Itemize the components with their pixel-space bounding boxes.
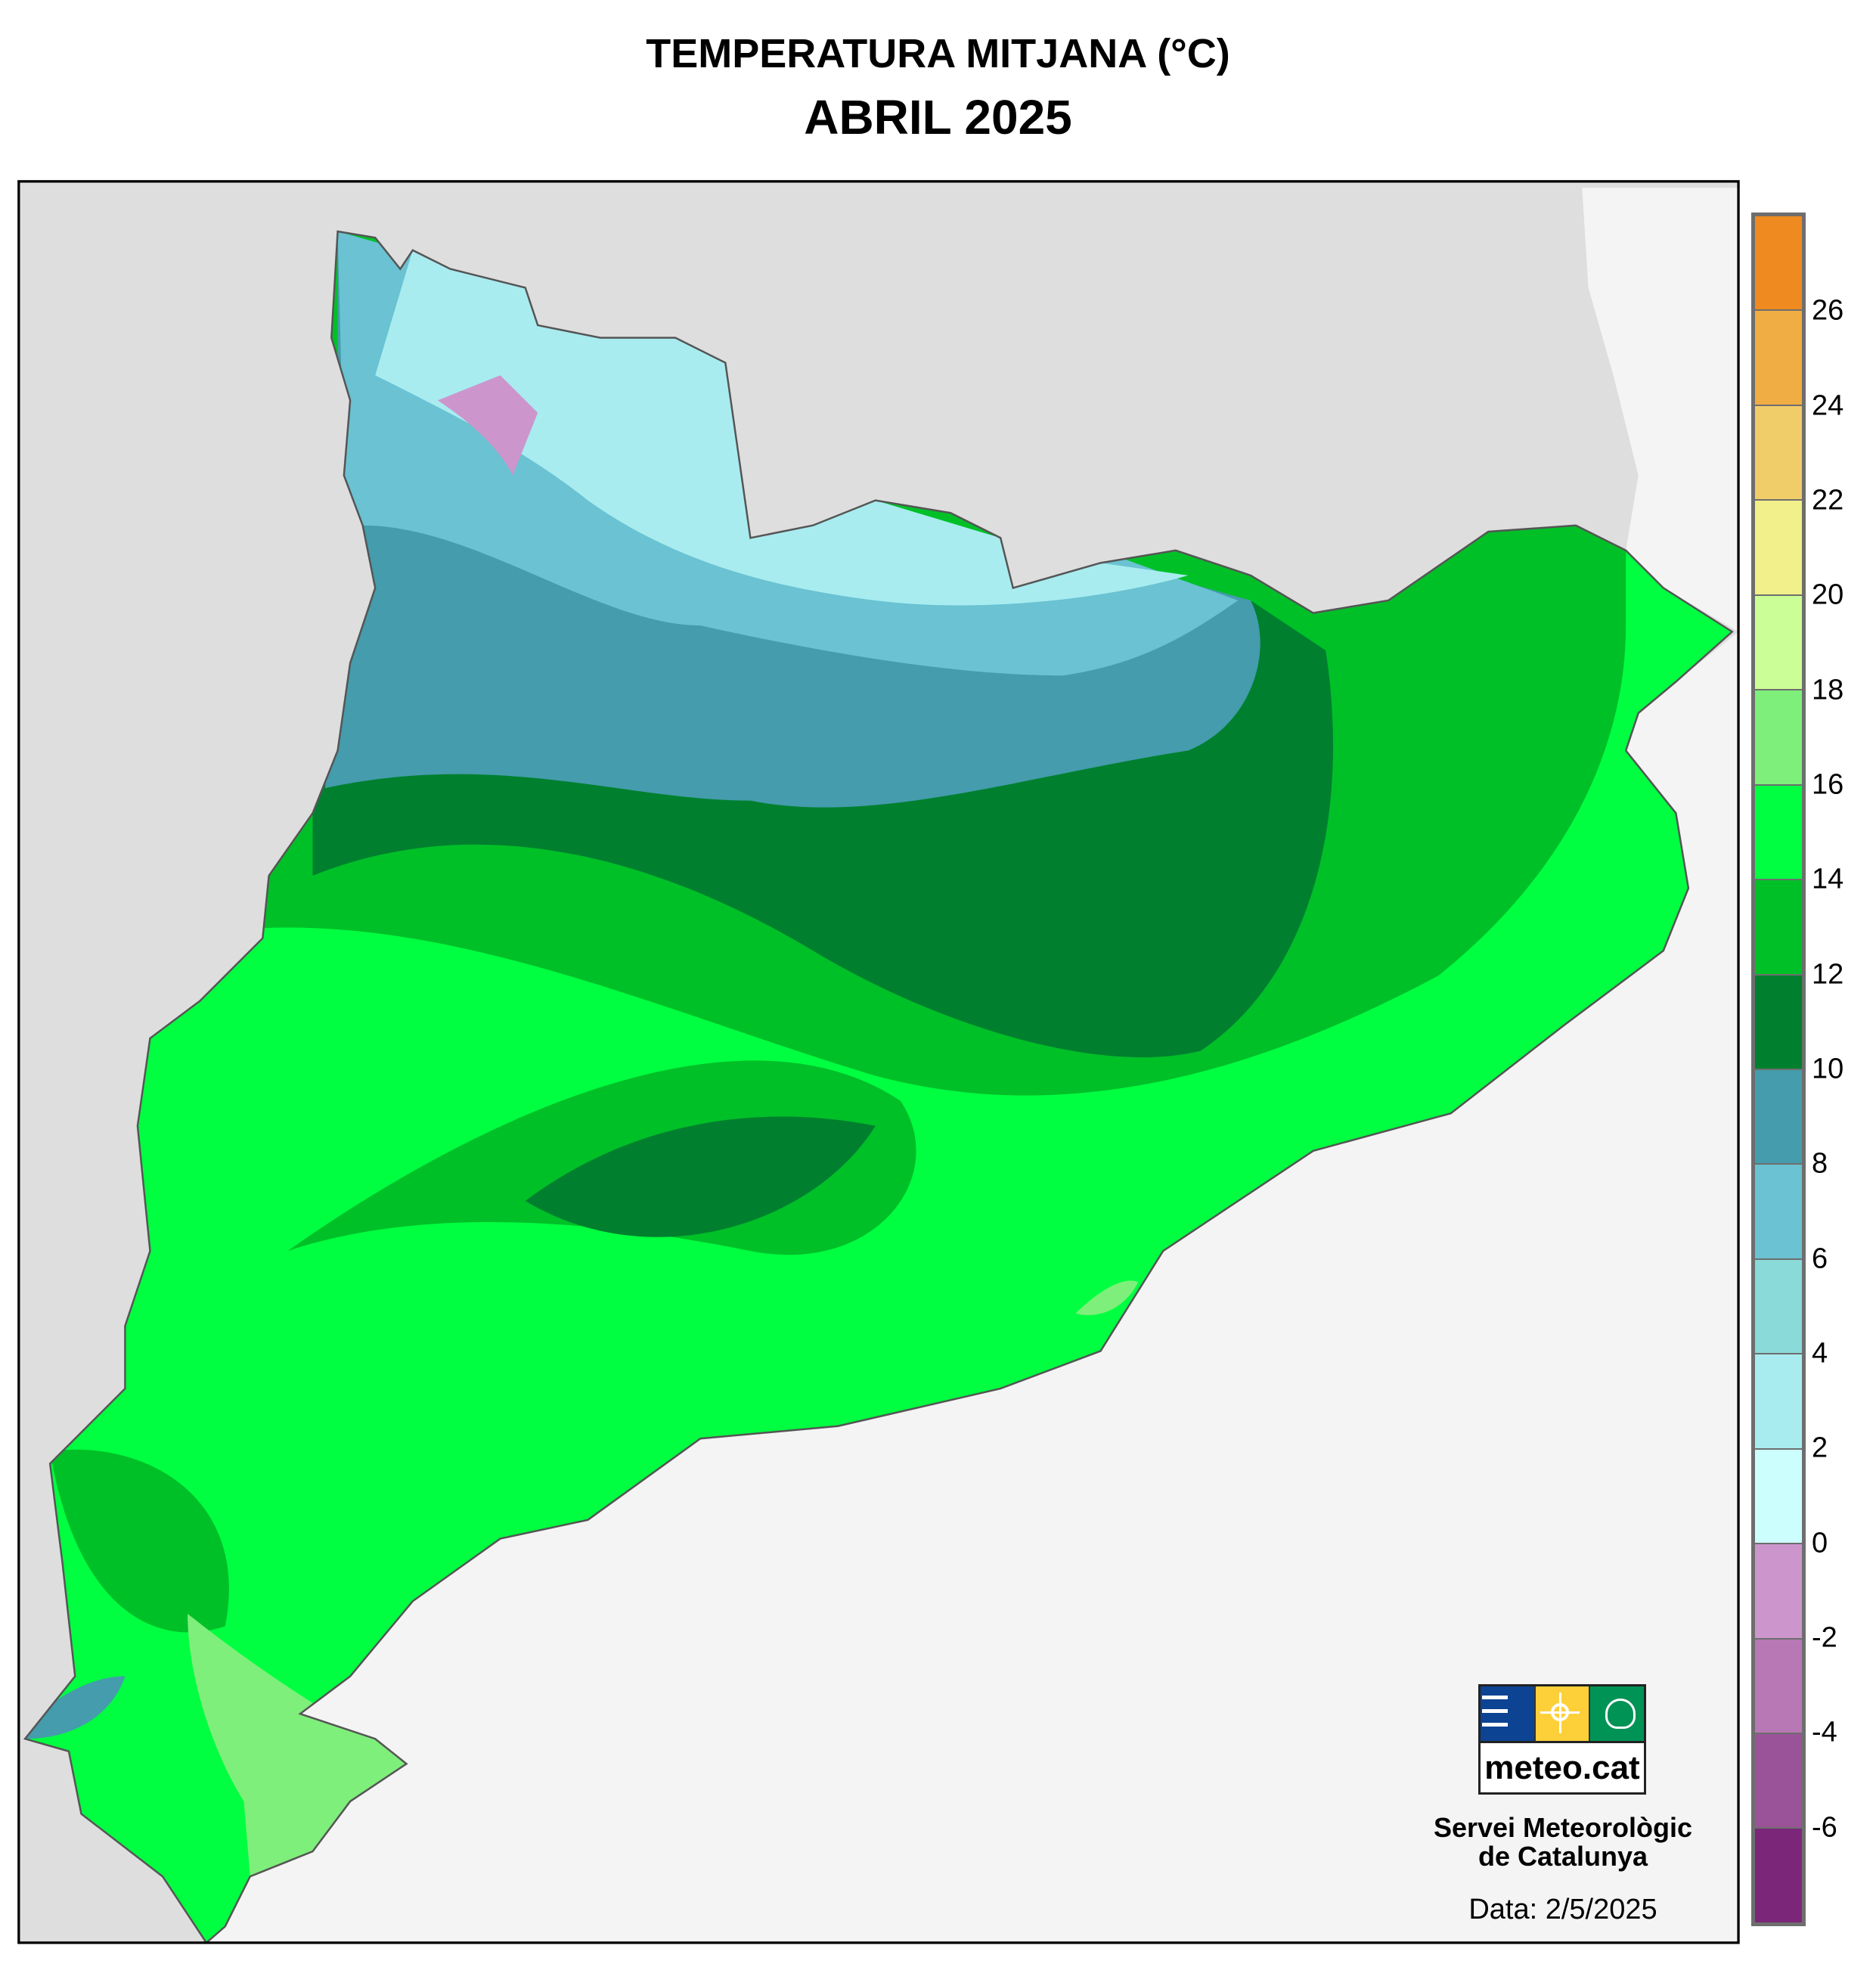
legend-band bbox=[1755, 1259, 1802, 1355]
legend-tick-label: 14 bbox=[1812, 863, 1844, 895]
legend-band bbox=[1755, 1165, 1802, 1260]
legend-tick-label: 12 bbox=[1812, 958, 1844, 991]
legend-tick-label: 22 bbox=[1812, 484, 1844, 517]
legend-band bbox=[1755, 1354, 1802, 1450]
legend-band bbox=[1755, 501, 1802, 596]
logo-text: meteo.cat bbox=[1484, 1749, 1640, 1786]
map-subtitle: ABRIL 2025 bbox=[804, 90, 1072, 144]
legend-band bbox=[1755, 690, 1802, 786]
data-date: Data: 2/5/2025 bbox=[1468, 1894, 1657, 1925]
legend-tick-label: 6 bbox=[1812, 1243, 1828, 1275]
france-coast-sea bbox=[1582, 188, 1739, 632]
legend-tick-label: 26 bbox=[1812, 294, 1844, 327]
legend-tick-label: 18 bbox=[1812, 674, 1844, 706]
legend-band bbox=[1755, 880, 1802, 976]
legend-tick-label: 16 bbox=[1812, 768, 1844, 801]
legend-band bbox=[1755, 1829, 1802, 1922]
legend-band bbox=[1755, 405, 1802, 501]
catalonia-border bbox=[23, 230, 1734, 1944]
legend-tick-label: 24 bbox=[1812, 389, 1844, 422]
legend-band bbox=[1755, 1544, 1802, 1640]
legend-band bbox=[1755, 785, 1802, 881]
legend-band bbox=[1755, 975, 1802, 1070]
cloud-icon bbox=[1590, 1686, 1645, 1741]
waves-icon bbox=[1481, 1686, 1536, 1741]
legend-tick-label: 10 bbox=[1812, 1053, 1844, 1085]
legend-tick-label: -2 bbox=[1812, 1621, 1837, 1654]
legend-band bbox=[1755, 1069, 1802, 1165]
legend-band bbox=[1755, 1449, 1802, 1545]
sun-icon bbox=[1535, 1686, 1591, 1741]
legend-band bbox=[1755, 595, 1802, 691]
sea bbox=[206, 631, 1739, 1943]
meteocat-logo: meteo.cat bbox=[1478, 1684, 1646, 1795]
map-frame bbox=[17, 180, 1740, 1944]
org-line-2: de Catalunya bbox=[1478, 1841, 1648, 1872]
legend-band bbox=[1755, 311, 1802, 406]
map-title: TEMPERATURA MITJANA (°C) bbox=[646, 31, 1230, 76]
legend-tick-label: -4 bbox=[1812, 1716, 1837, 1748]
legend-tick-label: 0 bbox=[1812, 1527, 1828, 1559]
legend-band bbox=[1755, 1639, 1802, 1734]
legend-tick-label: 2 bbox=[1812, 1432, 1828, 1464]
legend-band bbox=[1755, 216, 1802, 312]
legend-tick-label: 8 bbox=[1812, 1147, 1828, 1180]
org-line-1: Servei Meteorològic bbox=[1433, 1812, 1693, 1843]
legend-tick-label: 20 bbox=[1812, 579, 1844, 611]
legend-tick-label: -6 bbox=[1812, 1811, 1837, 1844]
color-scale-legend bbox=[1751, 213, 1806, 1926]
legend-band bbox=[1755, 1734, 1802, 1829]
organization-name: Servei Meteorològic de Catalunya bbox=[1374, 1814, 1752, 1871]
legend-tick-label: 4 bbox=[1812, 1337, 1828, 1370]
